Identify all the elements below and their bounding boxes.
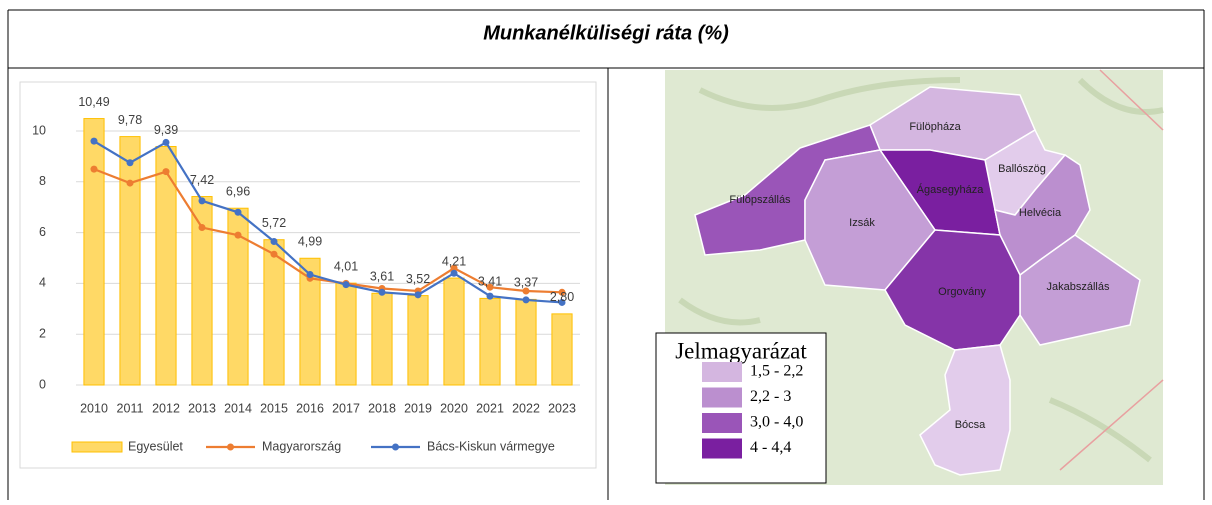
data-label: 3,52 (406, 272, 430, 286)
x-tick-label: 2011 (117, 401, 144, 415)
legend-label: 3,0 - 4,0 (750, 414, 803, 431)
legend-swatch (702, 413, 742, 433)
x-tick-label: 2022 (512, 401, 540, 415)
legend-swatch (392, 444, 399, 451)
region-label: Izsák (849, 217, 875, 229)
marker (379, 289, 386, 296)
bar (408, 296, 428, 385)
legend-label: 4 - 4,4 (750, 439, 791, 456)
legend-swatch (702, 362, 742, 382)
legend-swatch (72, 442, 122, 452)
marker (199, 224, 206, 231)
region-label: Helvécia (1019, 207, 1062, 219)
marker (415, 291, 422, 298)
legend-swatch (227, 444, 234, 451)
region-label: Ágasegyháza (917, 183, 985, 196)
page: Munkanélküliségi ráta (%) 0 2 4 6 8 10 2010 201… (0, 0, 1212, 500)
y-tick-label: 2 (39, 326, 46, 340)
data-label: 9,39 (154, 123, 178, 137)
data-label: 5,72 (262, 216, 286, 230)
data-label: 2,80 (550, 290, 574, 304)
y-tick-label: 6 (39, 225, 46, 239)
legend-label: 2,2 - 3 (750, 388, 791, 405)
region-label: Orgovány (938, 286, 986, 298)
marker (523, 296, 530, 303)
marker (235, 209, 242, 216)
x-tick-label: 2016 (296, 401, 324, 415)
map: Fülöpháza Ballószög Ágasegyháza Fülöpszállá… (656, 70, 1163, 485)
y-tick-label: 10 (32, 123, 46, 137)
legend-swatch (702, 439, 742, 459)
region-label: Fülöpszállás (729, 194, 791, 206)
marker (91, 166, 98, 173)
marker (163, 168, 170, 175)
x-tick-label: 2017 (332, 401, 360, 415)
marker (199, 197, 206, 204)
data-label: 10,49 (78, 95, 109, 109)
x-tick-label: 2019 (404, 401, 432, 415)
marker (163, 139, 170, 146)
data-label: 6,96 (226, 185, 250, 199)
y-tick-label: 0 (39, 377, 46, 391)
x-tick-label: 2014 (224, 401, 252, 415)
data-label: 3,37 (514, 276, 538, 290)
legend-label: Egyesület (128, 439, 183, 453)
bar (552, 314, 572, 385)
title: Munkanélküliségi ráta (%) (483, 22, 729, 44)
bar (264, 240, 284, 385)
marker (451, 270, 458, 277)
bar (120, 137, 140, 385)
marker (127, 180, 134, 187)
marker (271, 238, 278, 245)
data-label: 4,99 (298, 235, 322, 249)
marker (91, 138, 98, 145)
bar (84, 119, 104, 385)
bar (444, 278, 464, 385)
data-label: 4,21 (442, 254, 466, 268)
legend-label: Magyarország (262, 439, 341, 453)
x-tick-label: 2015 (260, 401, 288, 415)
legend-swatch (702, 388, 742, 408)
bar (336, 283, 356, 385)
x-tick-label: 2012 (152, 401, 180, 415)
y-tick-label: 8 (39, 174, 46, 188)
x-tick-label: 2023 (548, 401, 576, 415)
y-tick-label: 4 (39, 276, 46, 290)
region-label: Bócsa (955, 419, 986, 431)
x-tick-label: 2021 (476, 401, 504, 415)
map-legend-title: Jelmagyarázat (675, 338, 807, 363)
data-label: 3,61 (370, 270, 394, 284)
x-tick-label: 2018 (368, 401, 396, 415)
data-label: 7,42 (190, 173, 214, 187)
region-label: Jakabszállás (1047, 281, 1110, 293)
x-tick-label: 2010 (80, 401, 108, 415)
data-label: 4,01 (334, 259, 358, 273)
legend-label: 1,5 - 2,2 (750, 363, 803, 380)
marker (487, 293, 494, 300)
region-label: Fülöpháza (909, 121, 961, 133)
data-label: 9,78 (118, 113, 142, 127)
marker (271, 251, 278, 258)
legend-label: Bács-Kiskun vármegye (427, 439, 555, 453)
bar (516, 299, 536, 385)
marker (127, 159, 134, 166)
bar (480, 298, 500, 385)
marker (343, 281, 350, 288)
bar (372, 293, 392, 385)
marker (235, 232, 242, 239)
region-label: Ballószög (998, 163, 1046, 175)
data-label: 3,41 (478, 275, 502, 289)
marker (307, 271, 314, 278)
x-tick-label: 2020 (440, 401, 468, 415)
x-tick-label: 2013 (188, 401, 216, 415)
